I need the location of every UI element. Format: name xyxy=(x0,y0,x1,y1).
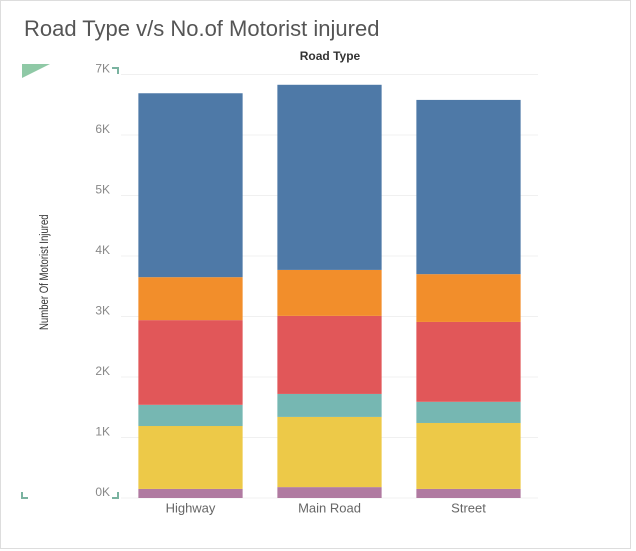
y-axis-title: Number Of Motorist Injured xyxy=(38,214,51,330)
bar-segment xyxy=(138,93,243,278)
bar-segment xyxy=(277,84,382,270)
bar-segment xyxy=(416,274,521,322)
bar-segment xyxy=(277,393,382,417)
bar-segment xyxy=(416,488,521,498)
bar-segment xyxy=(416,99,521,275)
plot-area: 0K 1K 2K 3K 4K 5K 6K 7K Highway Main Road Street xyxy=(95,62,538,515)
bar-segment xyxy=(416,401,521,423)
x-tick-label: Highway xyxy=(166,500,216,515)
selection-corners xyxy=(21,67,119,499)
bar-segment xyxy=(277,416,382,488)
y-tick-label: 3K xyxy=(95,304,110,318)
chart-title: Road Type v/s No.of Motorist injured xyxy=(24,16,379,41)
bar-segment xyxy=(277,315,382,394)
bar-segment xyxy=(416,321,521,402)
x-axis-title: Road Type xyxy=(300,49,361,63)
bar-segment xyxy=(138,426,243,489)
y-tick-label: 6K xyxy=(95,122,110,136)
bar-segment xyxy=(138,320,243,405)
y-tick-label: 7K xyxy=(95,62,110,76)
bar-segment xyxy=(138,404,243,427)
x-tick-label: Street xyxy=(451,500,486,515)
bar-segment xyxy=(277,269,382,316)
bar-segment xyxy=(138,277,243,321)
bar-segment xyxy=(138,488,243,498)
y-tick-label: 5K xyxy=(95,183,110,197)
x-tick-label: Main Road xyxy=(298,500,361,515)
y-tick-label: 4K xyxy=(95,243,110,257)
y-tick-label: 2K xyxy=(95,364,110,378)
bar-segment xyxy=(416,422,521,489)
y-tick-label: 0K xyxy=(95,485,110,499)
y-tick-label: 1K xyxy=(95,425,110,439)
sort-icon xyxy=(22,64,50,78)
bar-segment xyxy=(277,487,382,498)
